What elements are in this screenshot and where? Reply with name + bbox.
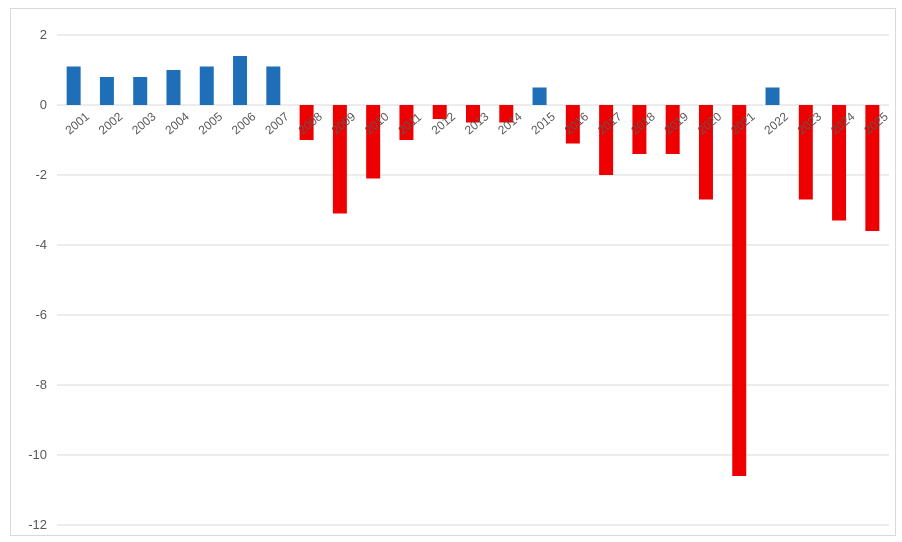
y-tick-label: 0 — [40, 97, 47, 112]
y-tick-label: -4 — [35, 237, 47, 252]
bar-2009 — [332, 105, 347, 214]
y-tick-label: -10 — [28, 447, 47, 462]
x-tick-label: 2022 — [761, 109, 791, 137]
bar-2006 — [233, 56, 248, 105]
bar-2002 — [99, 77, 114, 105]
bar-2005 — [199, 66, 214, 105]
x-tick-label: 2004 — [162, 109, 192, 137]
bar-2015 — [532, 87, 547, 105]
y-tick-label: -6 — [35, 307, 47, 322]
x-tick-label: 2005 — [196, 109, 226, 137]
x-tick-label: 2002 — [96, 109, 126, 137]
x-tick-label: 2015 — [528, 109, 558, 137]
bar-2023 — [798, 105, 813, 200]
bar-2016 — [565, 105, 580, 144]
bar-2020 — [698, 105, 713, 200]
gridlines — [57, 34, 889, 526]
x-tick-label: 2003 — [129, 109, 159, 137]
y-tick-label: -8 — [35, 377, 47, 392]
bar-2013 — [466, 105, 480, 123]
bar-2010 — [366, 105, 381, 179]
bar-2004 — [166, 70, 181, 105]
y-tick-label: 2 — [40, 27, 47, 42]
bar-2025 — [865, 105, 880, 231]
bar-2007 — [266, 66, 281, 105]
bar-2012 — [432, 105, 447, 119]
bar-2022 — [765, 87, 780, 105]
bar-chart: 20-2-4-6-8-10-12 2001 2002 2003 2004 2005 200… — [28, 27, 891, 532]
y-axis-ticks: 2 0 -2 -4 -6 -8 -10 -12 — [28, 27, 47, 532]
y-tick-label: -12 — [28, 517, 47, 532]
bar-2008 — [299, 105, 314, 140]
x-tick-label: 2007 — [262, 109, 292, 137]
chart-frame: 2 0 -2 -4 -6 -8 -10 -12 2001 2002 2003 2004 2005 200… — [10, 8, 896, 536]
bar-2021 — [732, 105, 747, 476]
bar-2001 — [66, 66, 81, 105]
bar-2014 — [499, 105, 514, 123]
x-axis-ticks: 2001 2002 2003 2004 2005 2006 2007 2008 2009 2010… — [63, 109, 891, 137]
x-tick-label: 2006 — [229, 109, 259, 137]
bar-2003 — [133, 77, 148, 105]
bar-2018 — [632, 105, 647, 154]
bar-2011 — [399, 105, 414, 140]
bar-2017 — [599, 105, 614, 175]
y-tick-label: -2 — [35, 167, 47, 182]
bar-2019 — [665, 105, 680, 154]
bar-2024 — [832, 105, 847, 221]
x-tick-label: 2001 — [63, 109, 93, 137]
bars — [66, 56, 880, 476]
